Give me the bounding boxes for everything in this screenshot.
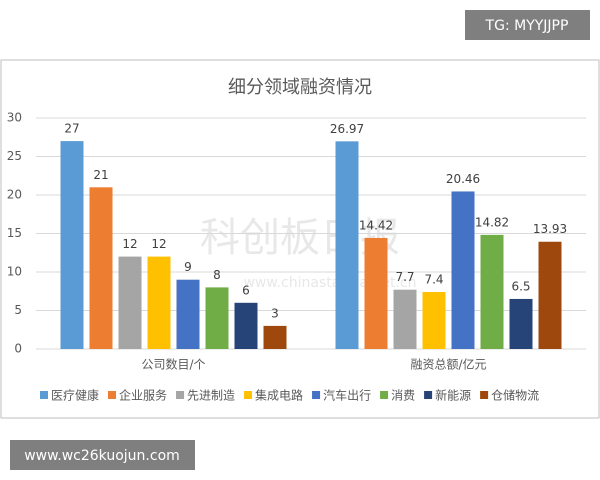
url-badge: www.wc26kuojun.com <box>10 440 195 470</box>
bar <box>335 141 359 349</box>
x-tick-label: 公司数目/个 <box>141 357 205 372</box>
bar <box>422 292 446 349</box>
data-label: 6.5 <box>511 279 530 293</box>
bar <box>118 256 142 349</box>
legend-swatch <box>244 391 253 399</box>
data-label: 21 <box>93 168 108 182</box>
legend-label: 医疗健康 <box>51 388 99 403</box>
badge-bg <box>465 10 590 40</box>
bar <box>480 234 504 349</box>
bar <box>364 237 388 349</box>
y-tick-label: 30 <box>7 111 22 125</box>
data-label: 7.7 <box>395 270 414 284</box>
y-tick-label: 5 <box>14 303 22 317</box>
legend-swatch <box>40 391 48 399</box>
data-label: 27 <box>64 122 79 136</box>
y-tick-label: 25 <box>7 149 22 163</box>
y-tick-label: 15 <box>7 226 22 240</box>
chart-title: 细分领域融资情况 <box>228 77 372 98</box>
bar <box>451 191 475 349</box>
y-tick-label: 0 <box>14 342 22 356</box>
legend-label: 企业服务 <box>119 388 167 403</box>
legend-swatch <box>108 391 117 399</box>
data-label: 8 <box>213 268 221 282</box>
data-label: 26.97 <box>330 122 364 136</box>
legend-label: 先进制造 <box>187 389 235 403</box>
y-tick-label: 10 <box>7 265 22 279</box>
tg-badge: TG: MYYJJPP <box>465 10 590 40</box>
legend-label: 新能源 <box>435 388 471 403</box>
legend-swatch <box>312 391 321 399</box>
badge-text: www.wc26kuojun.com <box>24 448 180 464</box>
bar <box>393 289 417 349</box>
bar <box>205 287 229 349</box>
data-label: 6 <box>242 283 250 297</box>
x-tick-label: 融资总额/亿元 <box>410 357 486 372</box>
data-label: 20.46 <box>446 172 480 186</box>
legend-swatch <box>380 391 389 399</box>
y-tick-label: 20 <box>7 188 22 202</box>
watermark-url: www.chinastarmarket.cn <box>243 275 416 291</box>
data-label: 12 <box>151 237 166 251</box>
legend-label: 仓储物流 <box>491 388 539 403</box>
bar <box>147 256 171 349</box>
legend-label: 汽车出行 <box>323 388 371 403</box>
legend-swatch <box>176 391 185 399</box>
data-label: 9 <box>184 260 192 274</box>
legend-label: 集成电路 <box>255 388 303 403</box>
data-label: 7.4 <box>424 273 443 287</box>
bar <box>89 187 113 349</box>
badge-bg <box>10 440 195 470</box>
data-label: 14.82 <box>475 215 509 229</box>
badge-text: TG: MYYJJPP <box>485 18 569 34</box>
data-label: 13.93 <box>533 222 567 236</box>
bar <box>509 298 533 349</box>
bar <box>234 302 258 349</box>
data-label: 14.42 <box>359 218 393 232</box>
data-label: 12 <box>122 237 137 251</box>
legend-swatch <box>480 391 489 399</box>
data-label: 3 <box>271 306 279 320</box>
bar <box>60 141 84 349</box>
bar <box>538 241 562 349</box>
legend-swatch <box>424 391 433 399</box>
bar <box>176 279 200 349</box>
legend-label: 消费 <box>391 389 415 403</box>
bar <box>263 325 287 349</box>
